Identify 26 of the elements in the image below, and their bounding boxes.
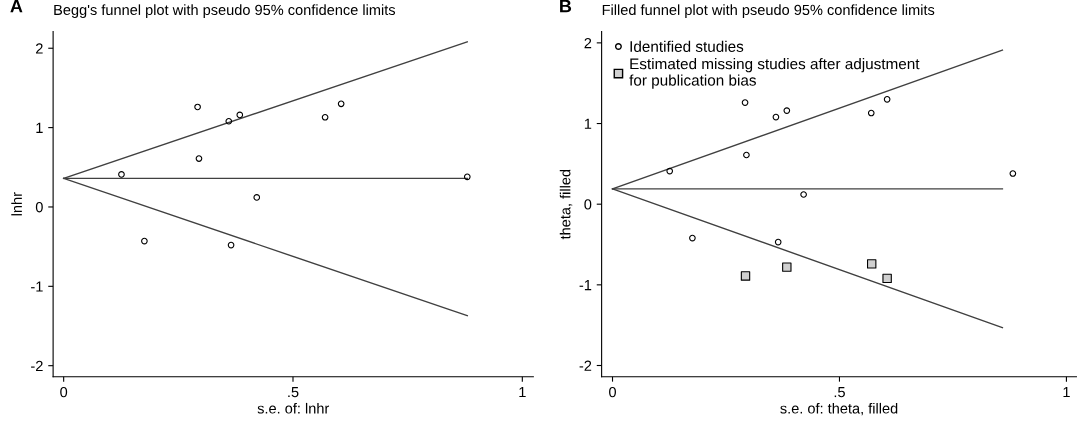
- x-tick-label: 0: [60, 386, 68, 398]
- legend-label: Estimated missing studies after adjustment for publication bias: [629, 58, 920, 89]
- x-tick-label: .5: [288, 387, 299, 398]
- text: A: [10, 0, 23, 13]
- y-tick-label: -1: [579, 280, 592, 291]
- x-tick-label: 1: [1063, 387, 1070, 398]
- legend-label: Identified studies: [630, 40, 744, 52]
- y-tick-label: -1: [31, 281, 43, 292]
- y-tick-label: -2: [579, 360, 592, 371]
- chart-title: Begg's funnel plot with pseudo 95% confidence limits: [54, 4, 396, 18]
- x-tick-label: 1: [519, 387, 526, 398]
- chart-title: Filled funnel plot with pseudo 95% confidence limits: [602, 4, 935, 18]
- y-tick-label: 2: [584, 37, 592, 49]
- y-tick-label: 2: [36, 43, 43, 54]
- x-tick-label: 0: [609, 386, 616, 398]
- x-axis-title: s.e. of: theta, filled: [780, 402, 898, 416]
- x-tick-label: .5: [834, 387, 845, 398]
- y-tick-label: 0: [35, 202, 43, 213]
- y-tick-label: -2: [31, 360, 43, 371]
- text: B: [560, 0, 572, 13]
- y-tick-label: 0: [584, 199, 592, 210]
- y-axis-title: lnhr: [11, 192, 22, 216]
- y-axis-title: theta, filled: [559, 169, 573, 240]
- x-axis-title: s.e. of: lnhr: [257, 402, 330, 414]
- y-tick-label: 1: [584, 118, 592, 129]
- y-tick-label: 1: [36, 122, 43, 133]
